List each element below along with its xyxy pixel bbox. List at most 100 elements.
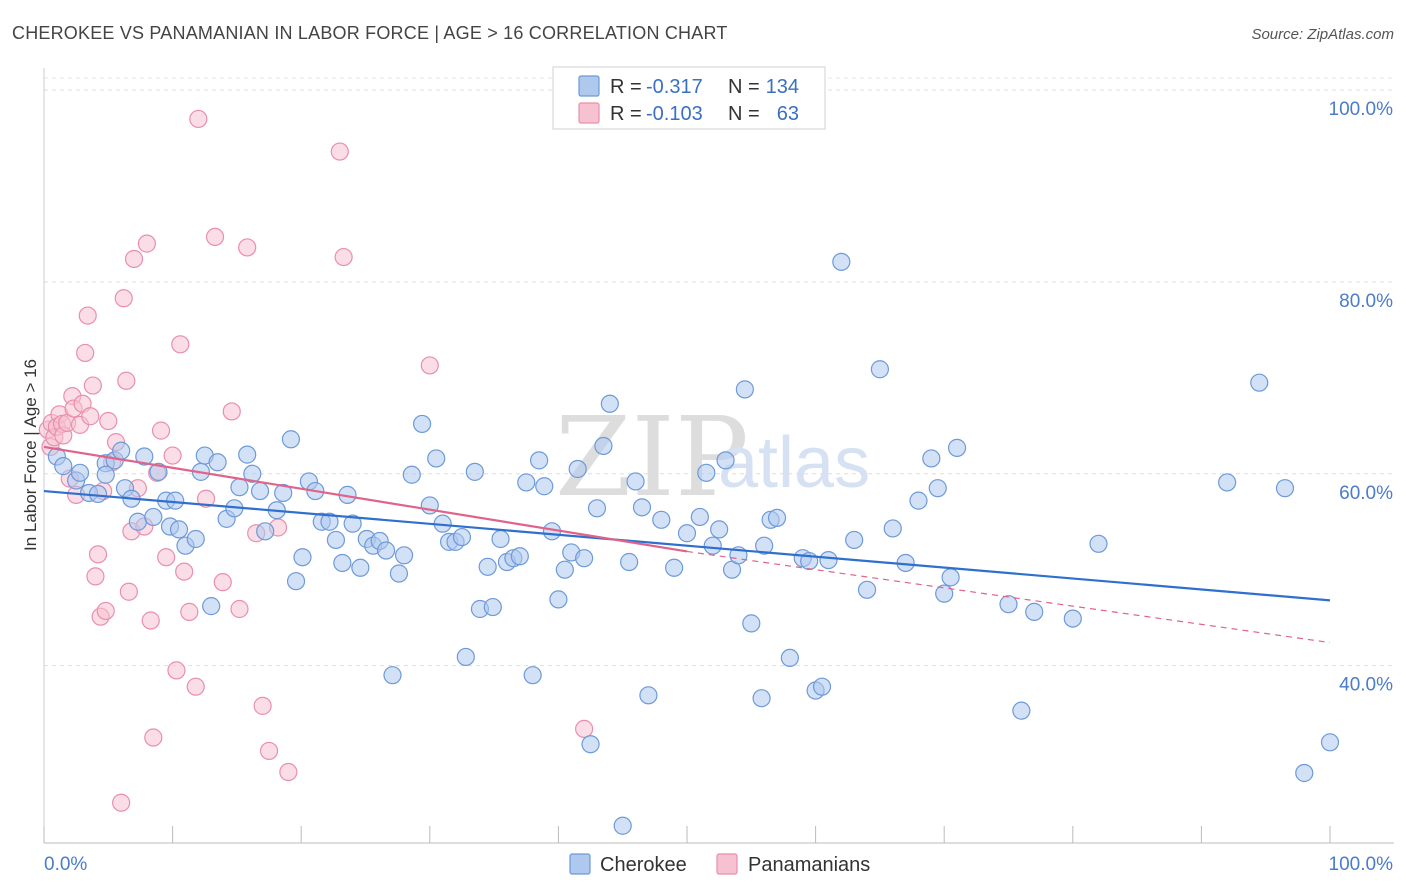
cherokee-trend-line — [43, 489, 1331, 602]
stats-n-label-panamanians: N = — [728, 103, 760, 125]
cherokee-point-81 — [587, 499, 607, 518]
stats-swatch-panamanians — [578, 102, 600, 124]
x-tick-label-1: 100.0% — [1329, 854, 1394, 875]
cherokee-point-94 — [703, 536, 722, 555]
cherokee-point-126 — [1089, 534, 1108, 553]
chart-source: Source: ZipAtlas.com — [1251, 26, 1394, 43]
stats-r-label-panamanians: R = — [610, 103, 642, 125]
cherokee-point-60 — [452, 527, 472, 547]
stats-n-value-panamanians: 63 — [777, 103, 799, 125]
cherokee-point-90 — [665, 558, 684, 577]
panamanians-point-19 — [86, 567, 105, 586]
panamanians-point-30 — [119, 582, 138, 601]
stats-n-label-cherokee: N = — [728, 76, 760, 98]
x-tick-label-0: 0.0% — [44, 854, 87, 875]
cherokee-point-118 — [928, 479, 947, 498]
cherokee-point-116 — [909, 491, 928, 510]
cherokee-point-84 — [613, 816, 632, 835]
cherokee-point-80 — [581, 735, 600, 754]
cherokee-point-125 — [1063, 609, 1082, 628]
panamanians-point-39 — [151, 421, 171, 440]
cherokee-point-69 — [510, 547, 529, 566]
panamanians-point-35 — [137, 234, 156, 253]
panamanians-point-28 — [114, 289, 133, 308]
gridlines — [44, 77, 1394, 667]
cherokee-point-103 — [767, 508, 787, 527]
cherokee-point-110 — [832, 252, 851, 271]
cherokee-point-23 — [202, 597, 221, 616]
chart-title: CHEROKEE VS PANAMANIAN IN LABOR FORCE | … — [12, 23, 728, 43]
cherokee-point-76 — [555, 560, 574, 579]
cherokee-point-28 — [238, 445, 257, 464]
cherokee-point-109 — [819, 550, 838, 570]
cherokee-point-133 — [96, 465, 115, 484]
cherokee-point-93 — [697, 463, 716, 482]
cherokee-point-13 — [144, 507, 163, 527]
cherokee-point-49 — [376, 541, 396, 560]
panamanians-point-36 — [141, 611, 160, 630]
cherokee-point-114 — [883, 519, 902, 538]
panamanians-trend-dashed — [686, 550, 1331, 644]
cherokee-point-56 — [427, 449, 446, 468]
panamanians-point-29 — [117, 371, 136, 390]
cherokee-point-95 — [710, 520, 729, 539]
cherokee-point-113 — [870, 360, 890, 379]
panamanians-point-49 — [205, 227, 225, 247]
stats-n-value-cherokee: 134 — [766, 76, 799, 98]
cherokee-point-35 — [286, 572, 306, 591]
cherokee-point-64 — [478, 557, 497, 576]
panamanians-point-27 — [112, 793, 131, 812]
cherokee-point-85 — [620, 552, 639, 572]
watermark: ZIP atlas — [555, 393, 870, 521]
panamanians-point-46 — [186, 677, 205, 696]
cherokee-point-127 — [1218, 473, 1237, 492]
panamanians-point-18 — [83, 376, 102, 395]
legend-swatch-cherokee — [569, 853, 591, 875]
cherokee-point-120 — [941, 568, 960, 587]
panamanians-point-24 — [99, 411, 118, 431]
cherokee-point-73 — [535, 477, 554, 496]
cherokee-point-5 — [88, 484, 108, 504]
cherokee-point-70 — [517, 473, 536, 492]
cherokee-point-12 — [135, 447, 154, 466]
x-tick-labels: 0.0% 100.0% — [44, 854, 1393, 875]
cherokee-point-65 — [483, 597, 502, 617]
cherokee-point-72 — [530, 451, 549, 470]
panamanians-point-44 — [175, 562, 194, 581]
legend-label-panamanians: Panamanians — [748, 854, 870, 876]
panamanians-point-37 — [144, 728, 163, 747]
cherokee-point-34 — [281, 430, 301, 449]
cherokee-point-121 — [947, 438, 967, 457]
cherokee-point-132 — [755, 536, 774, 555]
cherokee-point-108 — [812, 677, 832, 696]
cherokee-point-27 — [230, 478, 249, 497]
trend-lines — [43, 445, 1331, 644]
cherokee-point-89 — [652, 510, 671, 529]
cherokee-point-83 — [600, 394, 619, 413]
cherokee-point-104 — [780, 648, 799, 668]
y-tick-label-0: 100.0% — [1329, 99, 1394, 120]
legend-swatch-panamanians — [716, 853, 738, 875]
cherokee-point-96 — [716, 451, 735, 470]
cherokee-point-86 — [626, 472, 645, 491]
y-axis-label: In Labor Force | Age > 16 — [21, 359, 40, 551]
panamanians-point-42 — [167, 661, 186, 680]
series-legend: Cherokee Panamanians — [569, 853, 870, 876]
cherokee-point-11 — [128, 512, 147, 531]
cherokee-point-40 — [320, 512, 339, 531]
cherokee-point-91 — [677, 524, 697, 543]
panamanians-trend-line — [43, 445, 688, 553]
cherokee-point-36 — [293, 548, 312, 567]
cherokee-point-66 — [491, 529, 510, 549]
panamanians-point-59 — [330, 142, 349, 161]
cherokee-point-42 — [333, 553, 352, 573]
panamanians-point-41 — [163, 446, 182, 465]
cherokee-point-131 — [1320, 733, 1340, 752]
cherokee-point-20 — [186, 529, 205, 549]
cherokee-point-14 — [149, 462, 168, 481]
panamanians-point-47 — [189, 109, 208, 129]
legend-label-cherokee: Cherokee — [600, 854, 687, 876]
cherokee-point-87 — [632, 498, 652, 517]
stats-swatch-cherokee — [578, 75, 600, 97]
cherokee-point-92 — [690, 507, 709, 527]
